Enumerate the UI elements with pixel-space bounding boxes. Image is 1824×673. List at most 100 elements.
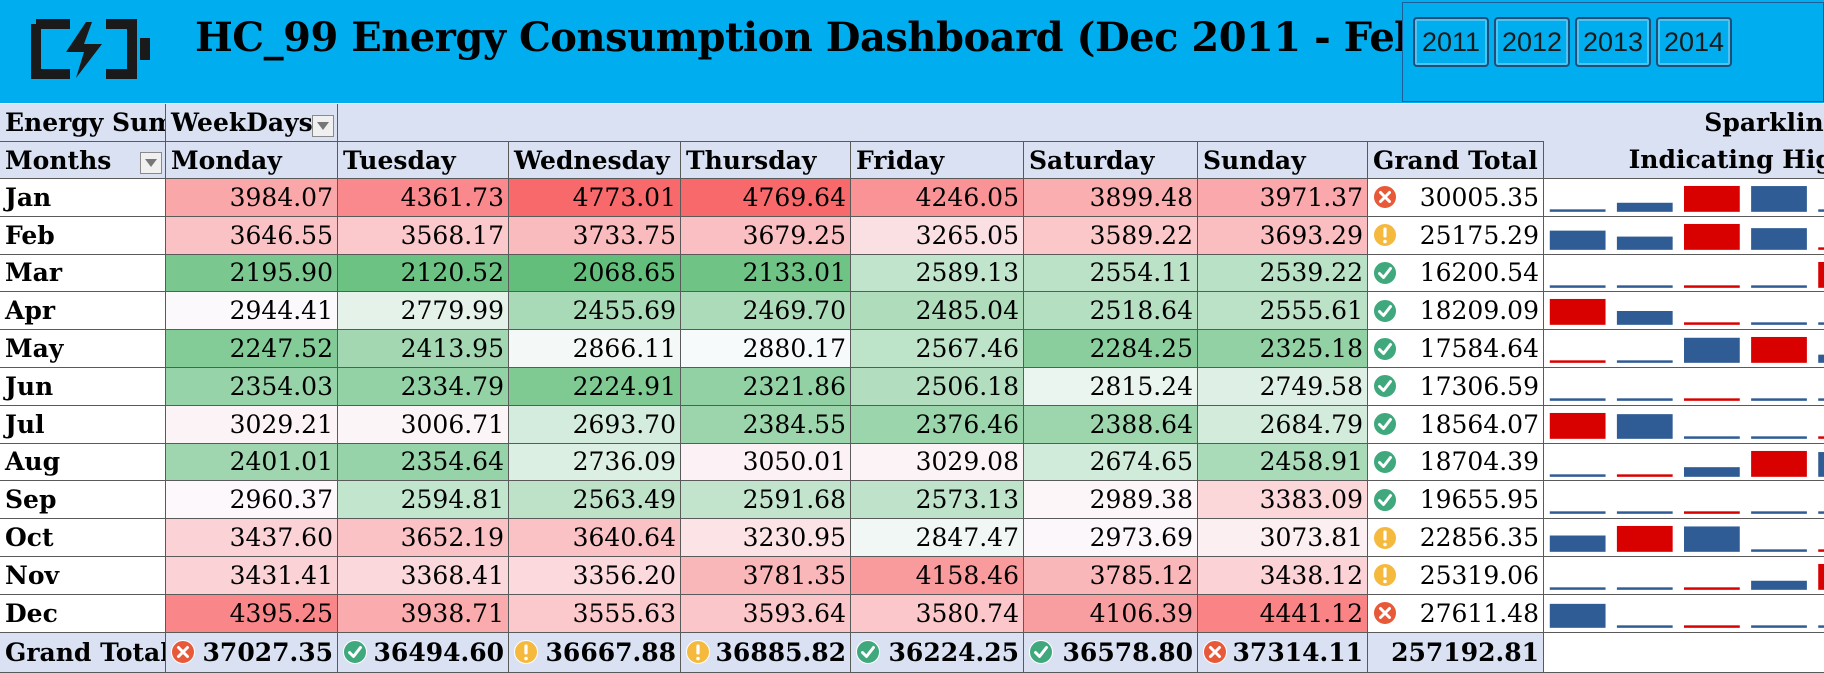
- value-cell[interactable]: 2388.64: [1024, 406, 1198, 444]
- value-cell[interactable]: 3785.12: [1024, 557, 1198, 595]
- value-cell[interactable]: 2384.55: [681, 406, 851, 444]
- value-cell[interactable]: 4246.05: [851, 179, 1024, 217]
- value-cell[interactable]: 2133.01: [681, 255, 851, 293]
- row-grand-total[interactable]: 25319.06: [1368, 557, 1544, 595]
- year-button-2012[interactable]: 2012: [1494, 17, 1570, 67]
- value-cell[interactable]: 2989.38: [1024, 481, 1198, 519]
- value-cell[interactable]: 3971.37: [1198, 179, 1368, 217]
- value-cell[interactable]: 2458.91: [1198, 444, 1368, 482]
- month-label[interactable]: Dec: [0, 595, 166, 633]
- months-filter-button[interactable]: [140, 152, 162, 174]
- value-cell[interactable]: 3580.74: [851, 595, 1024, 633]
- value-cell[interactable]: 2354.64: [338, 444, 509, 482]
- month-label[interactable]: Sep: [0, 481, 166, 519]
- value-cell[interactable]: 2594.81: [338, 481, 509, 519]
- column-grand-total[interactable]: 36224.25: [851, 633, 1024, 673]
- value-cell[interactable]: 2684.79: [1198, 406, 1368, 444]
- value-cell[interactable]: 2224.91: [509, 368, 681, 406]
- value-cell[interactable]: 2120.52: [338, 255, 509, 293]
- row-grand-total[interactable]: 27611.48: [1368, 595, 1544, 633]
- value-cell[interactable]: 3646.55: [166, 217, 338, 255]
- value-cell[interactable]: 3437.60: [166, 519, 338, 557]
- value-cell[interactable]: 2736.09: [509, 444, 681, 482]
- row-grand-total[interactable]: 16200.54: [1368, 255, 1544, 293]
- value-cell[interactable]: 2518.64: [1024, 292, 1198, 330]
- column-grand-total[interactable]: 36667.88: [509, 633, 681, 673]
- value-cell[interactable]: 2749.58: [1198, 368, 1368, 406]
- overall-grand-total[interactable]: 257192.81: [1368, 633, 1544, 673]
- value-cell[interactable]: 4361.73: [338, 179, 509, 217]
- row-grand-total[interactable]: 30005.35: [1368, 179, 1544, 217]
- row-grand-total[interactable]: 19655.95: [1368, 481, 1544, 519]
- value-cell[interactable]: 4773.01: [509, 179, 681, 217]
- value-cell[interactable]: 3555.63: [509, 595, 681, 633]
- value-cell[interactable]: 3733.75: [509, 217, 681, 255]
- value-cell[interactable]: 2455.69: [509, 292, 681, 330]
- value-cell[interactable]: 3431.41: [166, 557, 338, 595]
- value-cell[interactable]: 3679.25: [681, 217, 851, 255]
- value-cell[interactable]: 3073.81: [1198, 519, 1368, 557]
- month-label[interactable]: Jun: [0, 368, 166, 406]
- month-label[interactable]: Aug: [0, 444, 166, 482]
- value-cell[interactable]: 3652.19: [338, 519, 509, 557]
- row-grand-total[interactable]: 18704.39: [1368, 444, 1544, 482]
- row-grand-total[interactable]: 18564.07: [1368, 406, 1544, 444]
- value-cell[interactable]: 3006.71: [338, 406, 509, 444]
- value-cell[interactable]: 2847.47: [851, 519, 1024, 557]
- year-button-2013[interactable]: 2013: [1575, 17, 1651, 67]
- value-cell[interactable]: 2944.41: [166, 292, 338, 330]
- value-cell[interactable]: 2573.13: [851, 481, 1024, 519]
- row-grand-total[interactable]: 22856.35: [1368, 519, 1544, 557]
- column-grand-total[interactable]: 37027.35: [166, 633, 338, 673]
- value-cell[interactable]: 2567.46: [851, 330, 1024, 368]
- row-grand-total[interactable]: 25175.29: [1368, 217, 1544, 255]
- value-cell[interactable]: 3589.22: [1024, 217, 1198, 255]
- column-grand-total[interactable]: 36494.60: [338, 633, 509, 673]
- value-cell[interactable]: 2591.68: [681, 481, 851, 519]
- value-cell[interactable]: 3984.07: [166, 179, 338, 217]
- value-cell[interactable]: 2376.46: [851, 406, 1024, 444]
- value-cell[interactable]: 4158.46: [851, 557, 1024, 595]
- value-cell[interactable]: 2469.70: [681, 292, 851, 330]
- column-grand-total[interactable]: 37314.11: [1198, 633, 1368, 673]
- year-button-2014[interactable]: 2014: [1656, 17, 1732, 67]
- value-cell[interactable]: 2973.69: [1024, 519, 1198, 557]
- value-cell[interactable]: 3568.17: [338, 217, 509, 255]
- value-cell[interactable]: 3938.71: [338, 595, 509, 633]
- month-label[interactable]: Jul: [0, 406, 166, 444]
- value-cell[interactable]: 2866.11: [509, 330, 681, 368]
- value-cell[interactable]: 3781.35: [681, 557, 851, 595]
- value-cell[interactable]: 3640.64: [509, 519, 681, 557]
- value-cell[interactable]: 3899.48: [1024, 179, 1198, 217]
- value-cell[interactable]: 3050.01: [681, 444, 851, 482]
- value-cell[interactable]: 4441.12: [1198, 595, 1368, 633]
- row-grand-total[interactable]: 18209.09: [1368, 292, 1544, 330]
- value-cell[interactable]: 3029.21: [166, 406, 338, 444]
- value-cell[interactable]: 2815.24: [1024, 368, 1198, 406]
- value-cell[interactable]: 2247.52: [166, 330, 338, 368]
- value-cell[interactable]: 3593.64: [681, 595, 851, 633]
- weekdays-filter-button[interactable]: [312, 115, 334, 137]
- row-grand-total[interactable]: 17306.59: [1368, 368, 1544, 406]
- value-cell[interactable]: 2506.18: [851, 368, 1024, 406]
- value-cell[interactable]: 2413.95: [338, 330, 509, 368]
- value-cell[interactable]: 2284.25: [1024, 330, 1198, 368]
- column-grand-total[interactable]: 36885.82: [681, 633, 851, 673]
- value-cell[interactable]: 3368.41: [338, 557, 509, 595]
- value-cell[interactable]: 3029.08: [851, 444, 1024, 482]
- value-cell[interactable]: 2693.70: [509, 406, 681, 444]
- value-cell[interactable]: 2880.17: [681, 330, 851, 368]
- value-cell[interactable]: 2321.86: [681, 368, 851, 406]
- value-cell[interactable]: 2554.11: [1024, 255, 1198, 293]
- year-button-2011[interactable]: 2011: [1413, 17, 1489, 67]
- value-cell[interactable]: 3693.29: [1198, 217, 1368, 255]
- value-cell[interactable]: 2563.49: [509, 481, 681, 519]
- value-cell[interactable]: 2195.90: [166, 255, 338, 293]
- value-cell[interactable]: 2485.04: [851, 292, 1024, 330]
- value-cell[interactable]: 3230.95: [681, 519, 851, 557]
- value-cell[interactable]: 2960.37: [166, 481, 338, 519]
- column-grand-total[interactable]: 36578.80: [1024, 633, 1198, 673]
- value-cell[interactable]: 2354.03: [166, 368, 338, 406]
- value-cell[interactable]: 3356.20: [509, 557, 681, 595]
- month-label[interactable]: May: [0, 330, 166, 368]
